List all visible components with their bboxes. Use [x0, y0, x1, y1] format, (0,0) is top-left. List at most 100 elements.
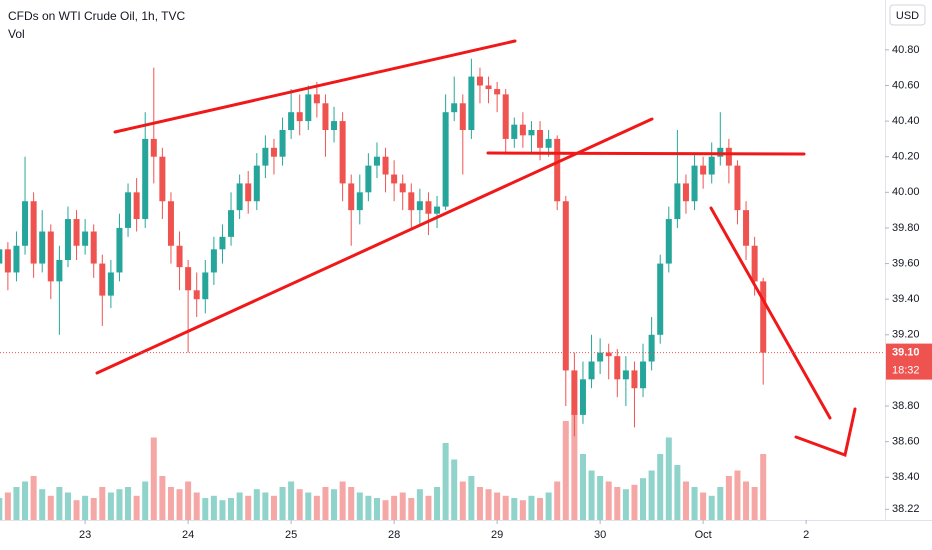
candle-body: [631, 370, 638, 389]
x-tick-label: 25: [285, 529, 297, 541]
candle-body: [73, 219, 80, 246]
candle-body: [665, 219, 672, 264]
volume-bar: [219, 500, 226, 520]
currency-button[interactable]: [889, 4, 926, 26]
trend-line: [95, 117, 654, 375]
candle-body: [502, 94, 509, 139]
x-tick-label: 2: [803, 529, 809, 541]
candle-body: [434, 206, 441, 214]
x-tick-label: 24: [182, 529, 194, 541]
candle-body: [408, 192, 415, 211]
volume-bar: [408, 498, 415, 520]
y-tick-label: 38.80: [892, 400, 920, 412]
candle-body: [743, 210, 750, 246]
candle-body: [760, 281, 767, 353]
volume-bar: [614, 487, 621, 520]
y-tick-label: 40.20: [892, 151, 920, 163]
volume-bar: [459, 481, 466, 520]
candle-body: [47, 231, 54, 282]
candle-body: [537, 130, 544, 148]
candle-body: [279, 130, 286, 157]
volume-bar: [22, 481, 29, 520]
candle-body: [339, 121, 346, 184]
volume-bar: [425, 495, 432, 520]
candle-body: [210, 249, 217, 273]
candle-body: [116, 227, 123, 273]
volume-bar: [133, 495, 140, 520]
volume-bar: [519, 500, 526, 520]
trend-line: [486, 151, 806, 156]
candle-body: [150, 138, 157, 157]
candle-body: [382, 156, 389, 175]
candle-body: [468, 76, 475, 130]
candle-body: [674, 183, 681, 220]
candle-body: [691, 165, 698, 202]
candle-body: [648, 334, 655, 362]
candle-body: [682, 183, 689, 202]
volume-bar: [717, 487, 724, 520]
candle-body: [605, 352, 612, 357]
candle-body: [391, 174, 398, 184]
volume-bar: [528, 495, 535, 520]
y-tick-label: 40.60: [892, 79, 920, 91]
candle-body: [253, 165, 260, 202]
volume-bar: [494, 492, 501, 520]
candle-body: [305, 94, 312, 122]
candle-body: [373, 156, 380, 166]
candle-body: [614, 356, 621, 380]
volume-bar: [434, 487, 441, 520]
volume-bar: [288, 481, 295, 520]
candle-body: [725, 147, 732, 166]
candle-body: [64, 219, 71, 260]
volume-bar: [743, 481, 750, 520]
candle-body: [193, 290, 200, 300]
candle-body: [107, 272, 114, 296]
volume-bar: [751, 487, 758, 520]
candle-body: [0, 249, 3, 264]
volume-bar: [648, 470, 655, 520]
currency[interactable]: USD: [896, 10, 919, 22]
y-tick-label: 38.60: [892, 436, 920, 448]
candle-body: [270, 147, 277, 157]
candle-body: [588, 361, 595, 380]
volume-bar: [605, 481, 612, 520]
candle-body: [142, 138, 149, 220]
volume-bar: [562, 421, 569, 520]
countdown: 18:32: [892, 365, 920, 377]
candle-body: [99, 263, 106, 296]
volume-layer: [0, 410, 767, 520]
candle-body: [622, 370, 629, 380]
volume-bar: [416, 489, 423, 520]
volume-bar: [476, 487, 483, 520]
candle-body: [288, 112, 295, 130]
volume-bar: [597, 476, 604, 520]
y-tick-label: 38.40: [892, 471, 920, 483]
candle-body: [734, 165, 741, 211]
volume-bar: [588, 470, 595, 520]
volume-bar: [159, 476, 166, 520]
volume-bar: [674, 465, 681, 520]
y-tick-label: 38.22: [892, 503, 920, 515]
volume-bar: [502, 495, 509, 520]
last-price-label: 39.10: [892, 347, 920, 359]
trend-line: [709, 206, 832, 420]
volume-bar: [356, 492, 363, 520]
chart-title: CFDs on WTI Crude Oil, 1h, TVC: [8, 9, 185, 23]
candle-body: [167, 201, 174, 246]
volume-bar: [700, 492, 707, 520]
volume-bar: [142, 481, 149, 520]
volume-bar: [296, 489, 303, 520]
volume-bar: [73, 500, 80, 520]
volume-bar: [39, 489, 46, 520]
volume-bar: [0, 498, 3, 520]
candle-body: [459, 103, 466, 130]
candle-body: [751, 245, 758, 282]
candle-layer: [0, 58, 767, 437]
candle-body: [597, 352, 604, 362]
volume-bar: [708, 495, 715, 520]
x-tick-label: 23: [79, 529, 91, 541]
candle-body: [511, 124, 518, 139]
volume-bar: [253, 489, 260, 520]
volume-bar: [4, 492, 11, 520]
candle-body: [219, 236, 226, 250]
